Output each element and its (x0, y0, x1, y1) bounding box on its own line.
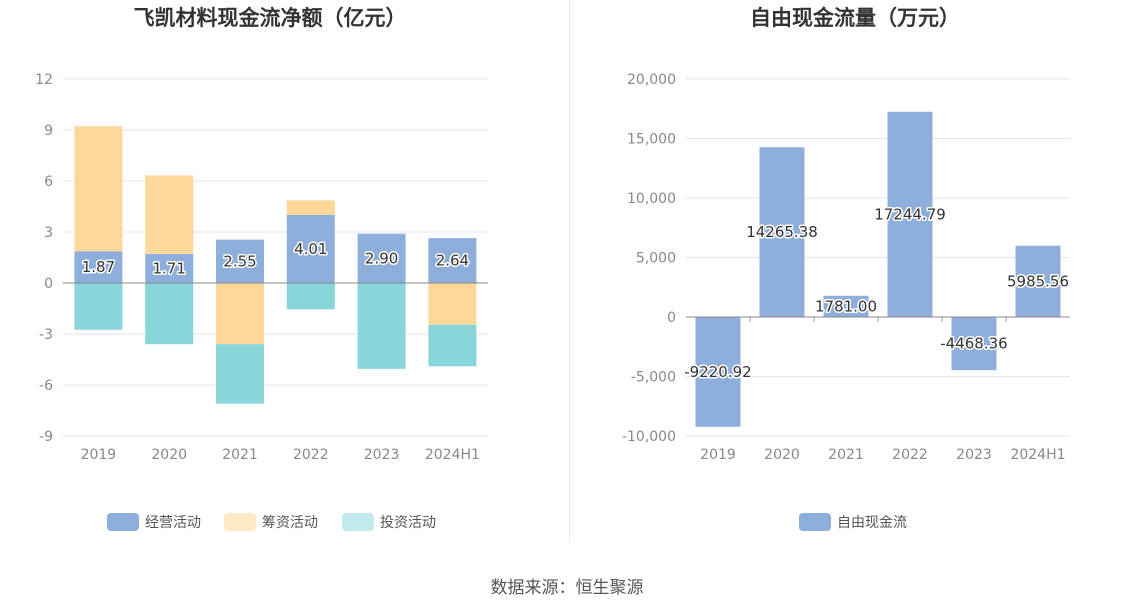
y-tick-label: 6 (44, 174, 53, 190)
x-tick-label: 2024H1 (1010, 447, 1065, 463)
bar-自由现金流 (823, 295, 869, 317)
data-source-note: 数据来源：恒生聚源 (490, 578, 644, 598)
bar-经营活动 (357, 233, 406, 283)
x-tick-label: 2019 (81, 447, 117, 463)
x-tick-label: 2021 (222, 447, 258, 463)
y-tick-label: -5,000 (631, 370, 676, 386)
bar-筹资活动 (428, 283, 477, 325)
bar-经营活动 (216, 239, 264, 283)
bar-筹资活动 (286, 200, 335, 215)
bar-经营活动 (428, 238, 477, 283)
legend-label: 筹资活动 (262, 514, 318, 531)
bar-筹资活动 (145, 175, 194, 254)
bar-投资活动 (216, 344, 264, 404)
legend-swatch (224, 513, 256, 531)
x-tick-label: 2024H1 (425, 447, 480, 463)
y-tick-label: -6 (39, 378, 53, 394)
bar-value-label: 1781.00 (815, 297, 877, 315)
x-tick-label: 2023 (364, 447, 400, 463)
x-tick-label: 2020 (764, 447, 800, 463)
legend-swatch (107, 513, 139, 531)
x-tick-label: 2022 (892, 447, 928, 463)
bar-经营活动 (145, 253, 194, 283)
legend-swatch (799, 513, 831, 531)
y-tick-label: 0 (44, 276, 53, 292)
bar-自由现金流 (1015, 245, 1061, 317)
bar-value-label: 2.55 (223, 252, 256, 270)
bar-投资活动 (145, 283, 194, 345)
chart-title: 自由现金流量（万元） (750, 6, 960, 30)
bar-自由现金流 (951, 317, 997, 371)
x-tick-label: 2022 (293, 447, 329, 463)
bar-value-label: 2.90 (365, 249, 398, 267)
bar-value-label: 1.87 (82, 258, 115, 276)
bar-自由现金流 (887, 111, 933, 317)
y-tick-label: 9 (44, 123, 53, 139)
bar-value-label: 1.71 (152, 259, 185, 277)
bar-投资活动 (357, 283, 406, 369)
y-tick-label: -3 (39, 327, 53, 343)
bar-投资活动 (286, 283, 335, 310)
bar-value-label: 5985.56 (1007, 272, 1069, 290)
bar-自由现金流 (695, 317, 741, 427)
legend-label: 自由现金流 (837, 515, 907, 531)
y-tick-label: 10,000 (627, 191, 676, 207)
x-tick-label: 2021 (828, 447, 864, 463)
bar-value-label: -9220.92 (684, 363, 751, 381)
y-tick-label: 3 (44, 225, 53, 241)
y-tick-label: 5,000 (636, 251, 676, 267)
y-tick-label: 20,000 (627, 72, 676, 88)
bar-投资活动 (74, 283, 123, 330)
y-tick-label: 0 (667, 310, 676, 326)
chart-title: 飞凯材料现金流净额（亿元） (134, 6, 407, 30)
bar-经营活动 (74, 251, 123, 283)
bar-筹资活动 (74, 126, 123, 252)
bar-value-label: 17244.79 (874, 205, 946, 223)
bar-自由现金流 (759, 147, 805, 317)
x-tick-label: 2019 (700, 447, 736, 463)
bar-经营活动 (286, 214, 335, 283)
bar-value-label: -4468.36 (940, 335, 1007, 353)
bar-投资活动 (428, 324, 477, 367)
y-tick-label: -10,000 (622, 429, 676, 445)
x-tick-label: 2020 (151, 447, 187, 463)
bar-value-label: 4.01 (294, 240, 327, 258)
legend-label: 经营活动 (145, 515, 201, 531)
panel-divider (569, 0, 570, 542)
y-tick-label: 15,000 (627, 132, 676, 148)
bar-筹资活动 (216, 283, 264, 345)
bar-value-label: 2.64 (436, 252, 469, 270)
legend-label: 投资活动 (380, 515, 436, 531)
y-tick-label: 12 (35, 72, 53, 88)
bar-value-label: 14265.38 (746, 223, 818, 241)
y-tick-label: -9 (39, 429, 53, 445)
legend-swatch (342, 513, 374, 531)
x-tick-label: 2023 (956, 447, 992, 463)
